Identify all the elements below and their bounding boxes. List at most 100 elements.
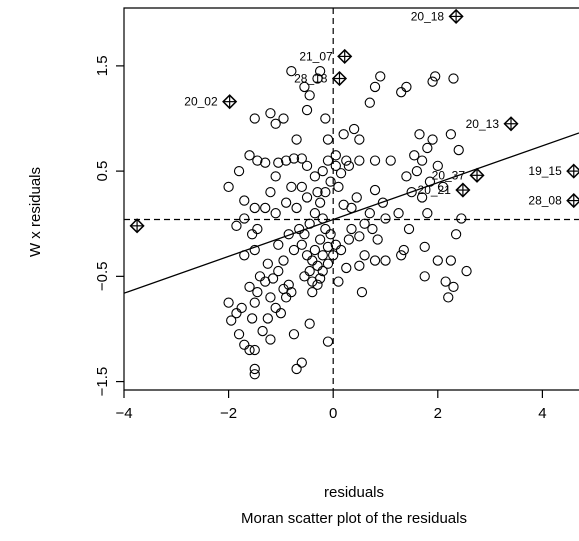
data-point: [273, 157, 284, 168]
data-point: [356, 286, 368, 298]
influential-point: 20_37: [432, 167, 485, 183]
data-point: [354, 260, 365, 271]
data-point: [299, 81, 310, 93]
influential-point: 20_21: [418, 182, 471, 198]
data-point: [317, 265, 328, 277]
data-point: [239, 339, 250, 350]
data-point: [430, 71, 441, 82]
data-point: [246, 313, 258, 324]
data-point: [223, 297, 234, 308]
data-point: [273, 239, 284, 250]
data-point: [396, 250, 407, 261]
data-point: [301, 250, 313, 261]
data-point: [409, 150, 420, 161]
data-point: [265, 334, 276, 345]
data-point: [291, 134, 302, 145]
influential-marker: [503, 116, 519, 132]
data-point: [322, 155, 334, 166]
influential-point-label: 20_18: [411, 9, 445, 23]
data-point: [265, 108, 276, 119]
influential-point-label: 20_02: [184, 95, 218, 109]
data-point: [343, 234, 355, 245]
data-point: [252, 223, 263, 235]
data-point: [364, 97, 375, 108]
data-point: [249, 369, 260, 380]
data-point: [330, 150, 341, 161]
data-point: [312, 260, 323, 271]
data-point: [393, 208, 404, 219]
data-point: [419, 241, 430, 253]
data-point: [377, 197, 389, 208]
data-point: [270, 118, 281, 129]
data-point: [314, 65, 326, 77]
data-point: [338, 129, 349, 140]
data-point: [278, 255, 289, 266]
data-point: [288, 153, 300, 164]
data-point: [249, 297, 260, 308]
data-point: [314, 273, 326, 284]
data-point: [330, 160, 341, 172]
data-point: [262, 313, 273, 324]
data-point: [448, 73, 459, 84]
data-point: [322, 336, 334, 347]
data-point: [249, 113, 260, 124]
data-point: [246, 229, 258, 240]
data-point: [249, 344, 260, 356]
influential-marker: [566, 163, 579, 179]
data-point: [231, 220, 242, 231]
y-tick-label: 0.5: [94, 161, 111, 182]
data-point: [286, 65, 297, 77]
data-point: [233, 165, 245, 177]
data-point: [320, 223, 331, 235]
x-tick-label: 4: [538, 405, 546, 422]
data-point: [401, 81, 412, 93]
data-point: [307, 255, 318, 266]
data-point: [314, 197, 326, 208]
data-point: [301, 160, 313, 172]
data-point: [299, 229, 310, 240]
data-point: [260, 157, 271, 168]
data-point: [322, 241, 334, 253]
data-point: [419, 271, 430, 282]
data-point: [304, 265, 315, 277]
y-axis-title: W x residuals: [27, 167, 44, 257]
data-point: [325, 229, 336, 240]
influential-point: 21_07: [299, 48, 353, 64]
data-point: [280, 292, 292, 303]
data-point: [432, 255, 443, 266]
data-point: [367, 223, 378, 235]
influential-point: [129, 218, 145, 234]
data-point: [249, 244, 260, 256]
data-point: [254, 271, 266, 282]
data-point: [309, 244, 321, 256]
data-point: [244, 150, 255, 161]
data-point: [461, 265, 472, 277]
data-point: [338, 199, 349, 210]
influential-point: 19_15: [528, 163, 579, 179]
influential-point: 20_13: [466, 116, 519, 132]
data-point: [273, 265, 284, 277]
data-point: [380, 255, 391, 266]
influential-marker: [331, 70, 348, 87]
data-point: [278, 113, 289, 124]
data-point: [359, 250, 370, 261]
data-point: [445, 129, 457, 140]
data-point: [330, 239, 341, 250]
y-tick-label: −0.5: [94, 262, 111, 292]
influential-point-label: 20_13: [466, 117, 500, 131]
data-point: [341, 262, 352, 274]
data-point: [278, 283, 289, 295]
data-point: [322, 134, 334, 145]
data-point: [270, 302, 281, 314]
data-point: [301, 104, 313, 116]
data-point: [231, 308, 242, 319]
data-point: [385, 155, 396, 166]
influential-marker: [129, 218, 145, 234]
data-point: [283, 229, 294, 240]
data-point: [320, 187, 331, 198]
data-point: [396, 87, 407, 98]
data-point: [333, 276, 344, 287]
data-point: [411, 165, 423, 177]
influential-point: 28_18: [294, 70, 348, 87]
data-point: [304, 218, 315, 229]
